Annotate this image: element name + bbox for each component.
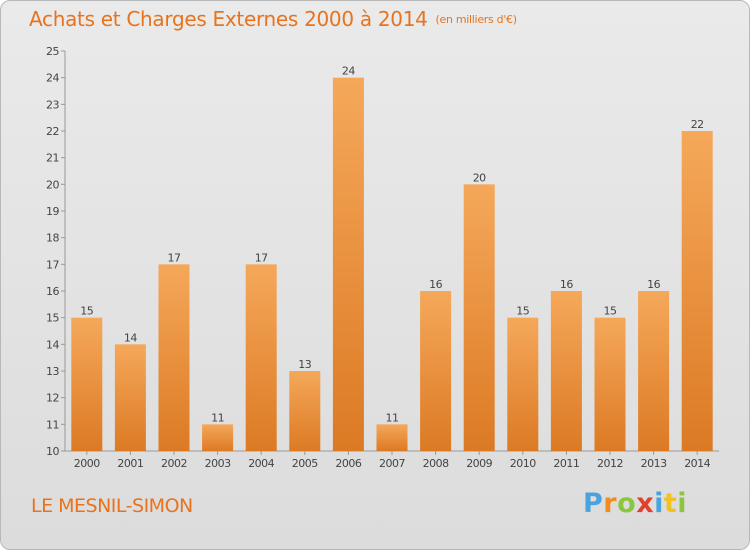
bar [202, 424, 234, 451]
data-label: 22 [691, 118, 704, 131]
logo-letter: t [663, 488, 678, 519]
x-tick-label: 2014 [684, 457, 710, 470]
data-label: 17 [255, 251, 268, 264]
y-tick-label: 21 [46, 152, 59, 165]
data-label: 11 [211, 411, 224, 424]
bar [638, 291, 670, 451]
x-tick-label: 2007 [379, 457, 405, 470]
y-tick-label: 18 [46, 232, 59, 245]
y-tick-label: 17 [46, 258, 59, 271]
bar [420, 291, 452, 451]
data-label: 15 [516, 305, 529, 318]
x-tick-label: 2002 [161, 457, 187, 470]
y-tick-label: 22 [46, 125, 59, 138]
y-tick-label: 24 [46, 72, 59, 85]
proxiti-logo: Proxiti [583, 488, 687, 519]
logo-letter: P [583, 488, 604, 519]
bar [71, 317, 103, 451]
y-tick-label: 16 [46, 285, 59, 298]
bar [376, 424, 408, 451]
bar [158, 264, 190, 451]
x-tick-label: 2004 [248, 457, 274, 470]
y-tick-label: 20 [46, 178, 59, 191]
unit-label: (en milliers d'€) [435, 13, 517, 26]
bar [114, 344, 146, 451]
x-tick-label: 2013 [641, 457, 667, 470]
x-tick-label: 2001 [117, 457, 143, 470]
data-label: 13 [298, 358, 311, 371]
y-tick-label: 12 [46, 392, 59, 405]
x-tick-label: 2011 [553, 457, 579, 470]
x-tick-label: 2006 [335, 457, 361, 470]
title-text: Achats et Charges Externes 2000 à 2014 [29, 7, 428, 31]
logo-letter: i [654, 488, 664, 519]
bar [550, 291, 582, 451]
y-tick-label: 19 [46, 205, 59, 218]
y-tick-label: 23 [46, 98, 59, 111]
bar [463, 184, 495, 452]
bar [594, 317, 626, 451]
y-tick-label: 11 [46, 418, 59, 431]
logo-letter: i [677, 488, 688, 519]
commune-name: LE MESNIL-SIMON [31, 495, 193, 517]
bar [681, 131, 713, 451]
data-label: 16 [560, 278, 573, 291]
data-label: 16 [429, 278, 442, 291]
x-tick-label: 2008 [423, 457, 449, 470]
x-tick-label: 2003 [205, 457, 231, 470]
data-label: 17 [168, 251, 181, 264]
y-tick-label: 10 [46, 445, 59, 458]
bar [507, 317, 539, 451]
logo-letter: r [603, 488, 618, 519]
x-tick-label: 2010 [510, 457, 536, 470]
y-tick-label: 13 [46, 365, 59, 378]
data-label: 11 [386, 411, 399, 424]
data-label: 16 [647, 278, 660, 291]
data-label: 15 [604, 305, 617, 318]
data-label: 24 [342, 65, 355, 78]
data-label: 15 [80, 305, 93, 318]
data-label: 14 [124, 331, 137, 344]
x-tick-label: 2000 [74, 457, 100, 470]
chart-title: Achats et Charges Externes 2000 à 2014 (e… [29, 7, 517, 31]
bar [245, 264, 277, 451]
y-tick-label: 25 [46, 45, 59, 58]
logo-letter: o [617, 488, 637, 519]
y-tick-label: 14 [46, 338, 59, 351]
logo-letter: x [636, 488, 655, 519]
x-tick-label: 2012 [597, 457, 623, 470]
bar [289, 371, 321, 451]
y-tick-label: 15 [46, 312, 59, 325]
bar [332, 77, 364, 452]
x-tick-label: 2005 [292, 457, 318, 470]
data-label: 20 [473, 171, 486, 184]
x-tick-label: 2009 [466, 457, 492, 470]
